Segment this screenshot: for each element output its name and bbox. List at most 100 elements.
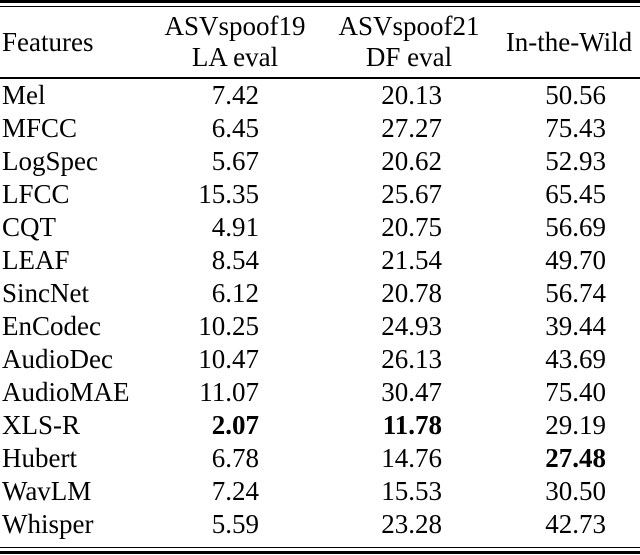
metric-value: 29.19: [545, 410, 606, 440]
table-body: Mel 7.42 20.13 50.56 MFCC 6.45 27.27 75.…: [0, 78, 640, 541]
header-label-line2: DF eval: [365, 42, 453, 72]
feature-name-cell: LFCC: [2, 179, 70, 209]
feature-name-cell: SincNet: [2, 278, 89, 308]
metric-value-cell: 5.59: [150, 508, 320, 541]
metric-value: 65.45: [545, 179, 606, 209]
table-row: EnCodec 10.25 24.93 39.44: [0, 310, 640, 343]
metric-value: 14.76: [381, 443, 442, 473]
metric-value-cell: 11.07: [150, 376, 320, 409]
metric-value-cell: 56.69: [498, 211, 640, 244]
metric-value: 52.93: [545, 146, 606, 176]
table-row: AudioMAE 11.07 30.47 75.40: [0, 376, 640, 409]
metric-value: 15.35: [198, 179, 259, 209]
header-label-line1: ASVspoof21: [338, 11, 480, 41]
metric-value-cell: 42.73: [498, 508, 640, 541]
feature-name-cell: CQT: [2, 212, 56, 242]
metric-value-cell: 52.93: [498, 145, 640, 178]
metric-value: 20.78: [381, 278, 442, 308]
metric-value: 8.54: [211, 245, 259, 275]
metric-value-cell: 75.40: [498, 376, 640, 409]
table-bottom-rule-inner: [0, 547, 640, 548]
metric-value-cell: 2.07: [150, 409, 320, 442]
metric-value: 15.53: [381, 476, 442, 506]
metric-value: 26.13: [381, 344, 442, 374]
table-bottom-rules: [0, 547, 640, 554]
column-header-features: Features: [0, 7, 150, 79]
metric-value-cell: 21.54: [320, 244, 498, 277]
metric-value: 43.69: [545, 344, 606, 374]
table-header: Features ASVspoof19 LA eval ASVspoof21 D…: [0, 7, 640, 79]
metric-value: 10.25: [198, 311, 259, 341]
metric-value-cell: 56.74: [498, 277, 640, 310]
metric-value: 5.59: [211, 509, 259, 539]
metric-value-cell: 20.62: [320, 145, 498, 178]
metric-value-cell: 20.13: [320, 78, 498, 112]
metric-value-cell: 7.42: [150, 78, 320, 112]
metric-value: 49.70: [545, 245, 606, 275]
metric-value-cell: 10.25: [150, 310, 320, 343]
metric-value-cell: 6.12: [150, 277, 320, 310]
metric-value-cell: 10.47: [150, 343, 320, 376]
metric-value-cell: 29.19: [498, 409, 640, 442]
table-row: Mel 7.42 20.13 50.56: [0, 78, 640, 112]
table-row: XLS-R 2.07 11.78 29.19: [0, 409, 640, 442]
metric-value: 6.45: [211, 113, 259, 143]
feature-name-cell: MFCC: [2, 113, 78, 143]
table-row: LEAF 8.54 21.54 49.70: [0, 244, 640, 277]
metric-value-cell: 39.44: [498, 310, 640, 343]
feature-name-cell: Whisper: [2, 509, 94, 539]
feature-name-cell: LEAF: [2, 245, 70, 275]
table-top-rule-outer: [0, 0, 640, 3]
feature-name-cell: WavLM: [2, 476, 92, 506]
metric-value-cell: 6.45: [150, 112, 320, 145]
metric-value-cell: 8.54: [150, 244, 320, 277]
metric-value: 50.56: [545, 80, 606, 110]
feature-name-cell: EnCodec: [2, 311, 101, 341]
metric-value: 39.44: [545, 311, 606, 341]
metric-value: 24.93: [381, 311, 442, 341]
header-label: In-the-Wild: [505, 26, 633, 57]
header-row: Features ASVspoof19 LA eval ASVspoof21 D…: [0, 7, 640, 79]
metric-value-best: 27.48: [545, 443, 606, 473]
metric-value: 7.24: [211, 476, 259, 506]
column-header-asvspoof21: ASVspoof21 DF eval: [320, 7, 498, 79]
table-row: Whisper 5.59 23.28 42.73: [0, 508, 640, 541]
feature-name-cell: AudioDec: [2, 344, 113, 374]
metric-value-cell: 14.76: [320, 442, 498, 475]
metric-value: 5.67: [211, 146, 259, 176]
metric-value-cell: 26.13: [320, 343, 498, 376]
metric-value-cell: 15.35: [150, 178, 320, 211]
metric-value-cell: 50.56: [498, 78, 640, 112]
table-row: LFCC 15.35 25.67 65.45: [0, 178, 640, 211]
header-label: Features: [2, 26, 94, 57]
metric-value: 20.75: [381, 212, 442, 242]
table-row: CQT 4.91 20.75 56.69: [0, 211, 640, 244]
table-row: WavLM 7.24 15.53 30.50: [0, 475, 640, 508]
metric-value: 27.27: [381, 113, 442, 143]
metric-value-cell: 43.69: [498, 343, 640, 376]
metric-value-cell: 27.48: [498, 442, 640, 475]
metric-value-cell: 7.24: [150, 475, 320, 508]
metric-value-cell: 75.43: [498, 112, 640, 145]
metric-value: 75.40: [545, 377, 606, 407]
feature-name-cell: Hubert: [2, 443, 77, 473]
metric-value-cell: 20.75: [320, 211, 498, 244]
header-label-line2: LA eval: [191, 42, 279, 72]
table-row: AudioDec 10.47 26.13 43.69: [0, 343, 640, 376]
table-top-rule-inner: [0, 6, 640, 7]
metric-value: 30.50: [545, 476, 606, 506]
table-bottom-rule-outer: [0, 551, 640, 554]
metric-value: 6.78: [211, 443, 259, 473]
metric-value: 11.07: [199, 377, 259, 407]
table-row: LogSpec 5.67 20.62 52.93: [0, 145, 640, 178]
metric-value-cell: 23.28: [320, 508, 498, 541]
table-row: Hubert 6.78 14.76 27.48: [0, 442, 640, 475]
metric-value: 25.67: [381, 179, 442, 209]
table-row: MFCC 6.45 27.27 75.43: [0, 112, 640, 145]
metric-value: 10.47: [198, 344, 259, 374]
metric-value-cell: 30.50: [498, 475, 640, 508]
feature-name-cell: XLS-R: [2, 410, 81, 440]
metric-value-cell: 5.67: [150, 145, 320, 178]
metric-value-cell: 20.78: [320, 277, 498, 310]
